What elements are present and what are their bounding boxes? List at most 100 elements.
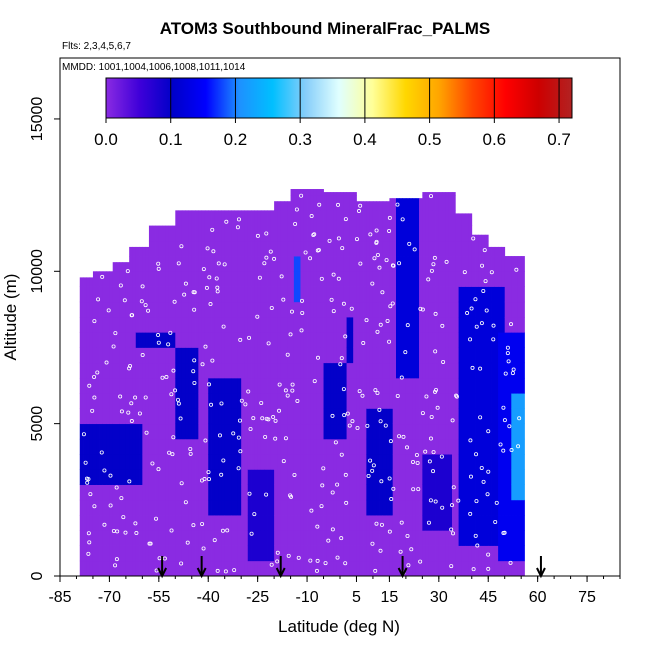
field-cell: [125, 560, 130, 577]
field-cell: [83, 560, 87, 577]
field-cell: [172, 332, 176, 348]
field-cell: [198, 560, 203, 577]
field-cell: [284, 286, 288, 303]
field-cell: [152, 317, 156, 333]
field-cell: [323, 454, 328, 470]
field-cell: [142, 271, 147, 287]
field-cell: [224, 225, 229, 242]
colorbar-tick-label: 0.7: [547, 130, 571, 149]
field-cell: [349, 545, 354, 562]
field-cell: [148, 454, 153, 470]
sample-point: [264, 231, 269, 236]
field-cell: [392, 560, 397, 577]
field-cell: [224, 454, 229, 470]
field-cell: [333, 301, 338, 318]
x-tick-label: 30: [430, 589, 448, 606]
field-cell: [267, 286, 272, 303]
sample-point: [290, 388, 295, 393]
field-cell: [135, 362, 140, 379]
field-cell: [287, 286, 291, 303]
field-cell: [353, 195, 357, 211]
field-cell: [234, 240, 239, 257]
field-cell: [316, 469, 321, 485]
sample-point: [484, 308, 489, 313]
field-cell: [448, 484, 453, 501]
field-cell: [106, 393, 110, 409]
field-cell: [158, 423, 163, 440]
sample-point: [126, 410, 131, 415]
field-cell: [251, 454, 255, 470]
field-cell: [300, 499, 305, 516]
field-cell: [218, 545, 222, 562]
field-cell: [438, 225, 443, 242]
field-cell: [359, 286, 364, 303]
field-cell: [517, 377, 522, 394]
field-cell: [234, 423, 239, 440]
field-cell: [323, 271, 328, 287]
field-cell: [102, 271, 107, 287]
field-cell: [455, 301, 459, 318]
field-cell: [155, 271, 160, 287]
field-cell: [79, 454, 84, 470]
sample-point: [200, 362, 205, 367]
field-cell: [326, 192, 331, 196]
field-cell: [448, 317, 453, 333]
field-cell: [214, 332, 219, 348]
field-cell: [175, 454, 179, 470]
field-cell: [129, 332, 133, 348]
field-cell: [425, 240, 430, 257]
field-cell: [340, 423, 344, 440]
field-cell: [234, 256, 239, 272]
field-cell: [392, 515, 397, 531]
field-cell: [112, 317, 117, 333]
field-cell: [336, 560, 341, 577]
field-cell: [191, 225, 196, 242]
field-cell: [452, 210, 456, 226]
field-cell: [195, 271, 199, 287]
field-cell: [455, 225, 459, 242]
sample-point: [400, 217, 405, 222]
field-cell: [188, 560, 193, 577]
field-cell: [422, 438, 427, 455]
field-cell: [452, 225, 456, 242]
field-cell: [386, 499, 390, 516]
sample-point: [317, 202, 322, 207]
field-cell: [145, 246, 150, 257]
field-cell: [399, 256, 403, 272]
field-cell: [181, 210, 186, 226]
field-cell: [419, 362, 423, 379]
field-cell: [109, 560, 114, 577]
field-cell: [481, 560, 486, 577]
field-cell: [346, 393, 351, 409]
field-cell: [175, 499, 179, 516]
field-cell: [514, 271, 519, 287]
field-cell: [363, 377, 367, 394]
field-cell: [330, 454, 334, 470]
colorbar-ticks: 0.0 0.1 0.2 0.3 0.4 0.5 0.6 0.7: [94, 78, 571, 149]
field-cell: [405, 545, 410, 562]
sample-point: [281, 459, 286, 464]
field-cell: [307, 210, 311, 226]
field-cell: [290, 256, 295, 272]
field-cell: [409, 469, 413, 485]
field-cell: [201, 499, 206, 516]
field-cell: [425, 484, 430, 501]
field-cell: [307, 347, 311, 364]
field-cell: [274, 499, 278, 516]
field-cell: [188, 454, 193, 470]
field-cell: [178, 423, 183, 440]
field-cell: [425, 454, 430, 470]
field-cell: [112, 271, 117, 287]
field-cell: [122, 362, 127, 379]
field-cell: [264, 454, 268, 470]
field-cell: [218, 210, 222, 226]
field-cell: [125, 317, 130, 333]
field-cell: [303, 256, 308, 272]
sample-point: [440, 323, 445, 328]
field-cell: [326, 210, 331, 226]
field-cell: [438, 530, 443, 546]
field-cell: [260, 454, 265, 470]
field-cell: [494, 377, 499, 394]
field-cell: [191, 256, 196, 272]
field-cell: [386, 201, 390, 211]
